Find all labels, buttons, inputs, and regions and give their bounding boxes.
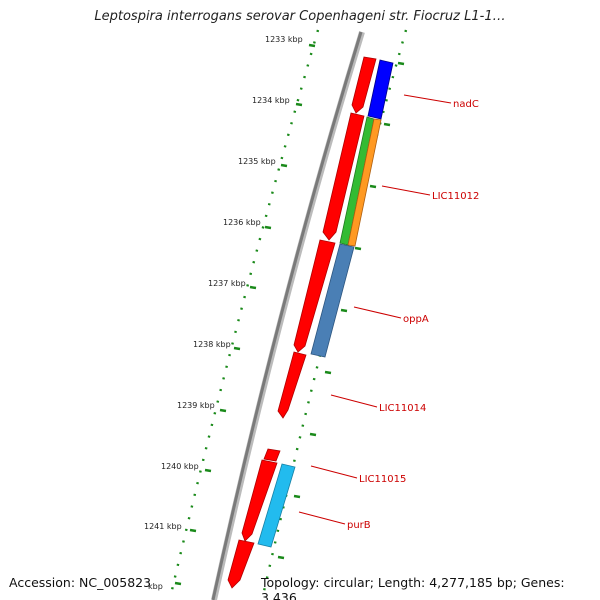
tick-label: 1236 kbp	[223, 218, 261, 227]
gene-arrow-reverse[interactable]	[351, 56, 377, 114]
backbone-arc-core	[211, 31, 363, 600]
genome-title: Leptospira interrogans serovar Copenhage…	[94, 9, 506, 24]
gene-arrow-reverse[interactable]	[241, 459, 278, 542]
tick-label: 1241 kbp	[144, 522, 182, 531]
backbone-arc	[211, 31, 365, 600]
gene-label-nadC[interactable]: nadC	[453, 99, 479, 110]
tick-label: 1233 kbp	[265, 35, 303, 44]
major-ticks	[174, 43, 316, 586]
tick-label: 1237 kbp	[208, 279, 246, 288]
gene-arrow-reverse[interactable]	[227, 539, 255, 589]
topology-text: Topology: circular; Length: 4,277,185 bp…	[261, 575, 565, 600]
gene-bar-oppA[interactable]	[310, 243, 355, 358]
tick-label: 1235 kbp	[238, 157, 276, 166]
gene-arrow-reverse[interactable]	[277, 351, 307, 419]
reverse-strand-genes	[227, 56, 377, 589]
gene-label-LIC11015[interactable]: LIC11015	[359, 474, 406, 485]
gene-label-purB[interactable]: purB	[347, 520, 371, 531]
tick-labels: 1233 kbp 1234 kbp 1235 kbp 1236 kbp 1237…	[144, 35, 303, 591]
gene-bar-purB[interactable]	[257, 463, 296, 548]
gene-label-oppA[interactable]: oppA	[403, 314, 429, 325]
label-leaders	[298, 94, 452, 525]
gene-label-LIC11012[interactable]: LIC11012	[432, 191, 479, 202]
gene-bar-LIC11012-orange[interactable]	[347, 118, 382, 247]
gene-labels: nadC LIC11012 oppA LIC11014 LIC11015 pur…	[347, 99, 479, 531]
tick-label: 1238 kbp	[193, 340, 231, 349]
scale-ruler-outer	[170, 29, 320, 591]
gene-arrow-reverse[interactable]	[322, 112, 365, 241]
gene-arrow-reverse[interactable]	[263, 448, 281, 462]
gene-bar-nadC[interactable]	[367, 59, 394, 120]
gene-label-LIC11014[interactable]: LIC11014	[379, 403, 426, 414]
inner-major-ticks	[277, 61, 405, 560]
tick-label: 1234 kbp	[252, 96, 290, 105]
tick-label: 1239 kbp	[177, 401, 215, 410]
forward-strand-genes	[257, 59, 394, 548]
gene-arrow-reverse[interactable]	[293, 239, 336, 353]
tick-label: kbp	[148, 582, 163, 591]
accession-text: Accession: NC_005823	[9, 575, 152, 590]
tick-label: 1240 kbp	[161, 462, 199, 471]
